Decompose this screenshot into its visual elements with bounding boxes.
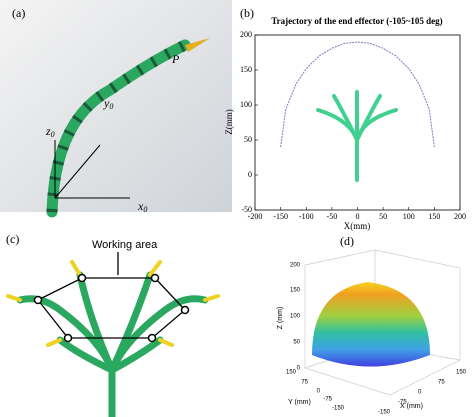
x-tick-label: -150 (273, 212, 288, 221)
tick-label-3d: 100 (290, 314, 301, 320)
axis-label: x0 (137, 199, 147, 214)
tick-label-3d: 150 (286, 370, 297, 376)
x-tick-label: 100 (403, 212, 415, 221)
annotation: Working area (92, 239, 158, 251)
y-tick-label: -50 (241, 205, 252, 214)
x-tick-label: 50 (379, 212, 387, 221)
x-tick-label: -100 (299, 212, 314, 221)
z-axis-label: Z (mm) (277, 307, 284, 330)
tick-label-3d: 50 (293, 340, 300, 346)
axis-base: y (103, 96, 110, 110)
frame-axes (54, 140, 130, 199)
chart-title: Trajectory of the end effector (-105~105… (271, 16, 442, 26)
axis-label: z0 (45, 124, 55, 139)
tick-label-3d: 150 (290, 288, 301, 294)
panel-label: (a) (12, 6, 25, 20)
axis-base: z (45, 124, 51, 138)
robot-arm (46, 39, 191, 218)
robot-sketch (316, 90, 398, 182)
x-tick-label: 200 (454, 212, 466, 221)
y-tick-label: 0 (248, 170, 252, 179)
working-area (36, 252, 186, 339)
y-tick-label: 100 (240, 100, 252, 109)
y-axis-label: Z(mm) (224, 109, 234, 135)
panel-label: (b) (240, 6, 254, 20)
tick-label-3d: 0 (317, 389, 321, 395)
x-tick-label: -200 (248, 212, 263, 221)
render-background (0, 0, 232, 212)
axis-sub: 0 (143, 205, 147, 214)
y-tick-label: 200 (240, 30, 252, 39)
axis-sub: 0 (109, 102, 113, 111)
y-tick-label: 150 (240, 65, 252, 74)
tick-label-3d: 200 (290, 263, 301, 269)
y-tick-label: 50 (244, 135, 252, 144)
x-axis-label: X(mm) (344, 221, 371, 231)
y-axis-label: Y (mm) (288, 399, 311, 406)
panel-label: (c) (6, 232, 19, 246)
x-axis-label: X (mm) (400, 403, 423, 410)
tick-label-3d: 0 (418, 390, 422, 396)
axis-sub: 0 (51, 130, 55, 139)
grippers (6, 260, 220, 347)
gripper (185, 38, 210, 52)
point-label: P (171, 52, 180, 66)
x-tick-label: -50 (327, 212, 338, 221)
vertices (33, 273, 190, 343)
x-tick-label: 150 (428, 212, 440, 221)
tick-label-3d: -150 (332, 406, 345, 412)
workspace-dome (312, 282, 430, 367)
tick-label-3d: 150 (456, 370, 467, 376)
tick-label-3d: -150 (378, 410, 391, 416)
axis-base: x (137, 199, 144, 213)
x-tick-label: 0 (356, 212, 360, 221)
tick-label-3d: 0 (297, 366, 301, 372)
axis-label: y0 (103, 96, 113, 111)
panel-label: (d) (340, 234, 354, 248)
tick-label-3d: 75 (301, 380, 308, 386)
tick-label-3d: 75 (438, 380, 445, 386)
tick-label-3d: -75 (398, 400, 407, 406)
tick-label-3d: -75 (323, 397, 332, 403)
